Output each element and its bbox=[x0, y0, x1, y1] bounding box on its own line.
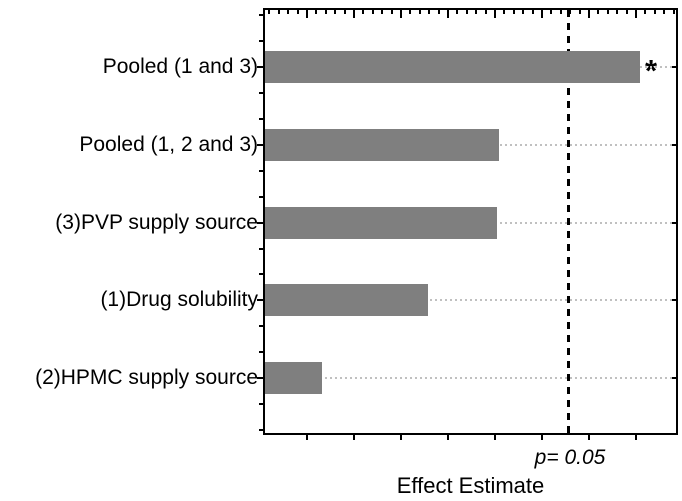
category-label: (3)PVP supply source bbox=[55, 211, 258, 234]
top-axis-minor-tick bbox=[419, 10, 421, 14]
right-axis-tick bbox=[672, 377, 676, 379]
top-axis-minor-tick bbox=[287, 10, 289, 14]
left-axis-minor-tick bbox=[259, 403, 263, 405]
left-axis-minor-tick bbox=[259, 118, 263, 120]
plot-area-border bbox=[263, 8, 678, 435]
top-axis-minor-tick bbox=[616, 10, 618, 14]
top-axis-minor-tick bbox=[560, 10, 562, 14]
left-axis-minor-tick bbox=[259, 92, 263, 94]
top-axis-minor-tick bbox=[344, 10, 346, 14]
top-axis-minor-tick bbox=[550, 10, 552, 14]
bottom-axis-tick bbox=[541, 435, 543, 440]
top-axis-minor-tick bbox=[278, 10, 280, 14]
right-axis-tick bbox=[672, 222, 676, 224]
effect-bar bbox=[265, 362, 322, 394]
top-axis-minor-tick bbox=[532, 10, 534, 14]
top-axis-major-tick bbox=[447, 10, 449, 18]
effect-bar bbox=[265, 207, 497, 239]
bottom-axis-tick bbox=[635, 435, 637, 440]
top-axis-major-tick bbox=[306, 10, 308, 18]
reference-line-label: p= 0.05 bbox=[534, 446, 606, 469]
top-axis-minor-tick bbox=[409, 10, 411, 14]
top-axis-minor-tick bbox=[644, 10, 646, 14]
top-axis-minor-tick bbox=[438, 10, 440, 14]
p-threshold-dashed-line bbox=[567, 10, 570, 433]
bottom-axis-tick bbox=[400, 435, 402, 440]
top-axis-minor-tick bbox=[456, 10, 458, 14]
category-gridline bbox=[265, 377, 676, 379]
top-axis-minor-tick bbox=[503, 10, 505, 14]
top-axis-minor-tick bbox=[268, 10, 270, 14]
category-label: (1)Drug solubility bbox=[100, 288, 258, 311]
top-axis-minor-tick bbox=[297, 10, 299, 14]
top-axis-minor-tick bbox=[325, 10, 327, 14]
top-axis-minor-tick bbox=[475, 10, 477, 14]
top-axis-minor-tick bbox=[391, 10, 393, 14]
category-label: (2)HPMC supply source bbox=[35, 366, 258, 389]
bottom-axis-tick bbox=[353, 435, 355, 440]
top-axis-minor-tick bbox=[485, 10, 487, 14]
left-axis-minor-tick bbox=[259, 248, 263, 250]
bottom-axis-tick bbox=[447, 435, 449, 440]
top-axis-minor-tick bbox=[569, 10, 571, 14]
left-axis-major-tick bbox=[257, 377, 263, 379]
left-axis-major-tick bbox=[257, 222, 263, 224]
top-axis-minor-tick bbox=[654, 10, 656, 14]
right-axis-tick bbox=[672, 299, 676, 301]
left-axis-minor-tick bbox=[259, 170, 263, 172]
left-axis-major-tick bbox=[257, 299, 263, 301]
top-axis-major-tick bbox=[400, 10, 402, 18]
top-axis-major-tick bbox=[494, 10, 496, 18]
right-axis-tick bbox=[672, 66, 676, 68]
category-label: Pooled (1, 2 and 3) bbox=[79, 133, 258, 156]
bottom-axis-tick bbox=[588, 435, 590, 440]
top-axis-minor-tick bbox=[362, 10, 364, 14]
category-label: Pooled (1 and 3) bbox=[102, 55, 258, 78]
top-axis-major-tick bbox=[635, 10, 637, 18]
right-axis-tick bbox=[672, 144, 676, 146]
top-axis-minor-tick bbox=[673, 10, 675, 14]
top-axis-major-tick bbox=[353, 10, 355, 18]
top-axis-minor-tick bbox=[597, 10, 599, 14]
left-axis-major-tick bbox=[257, 144, 263, 146]
left-axis-minor-tick bbox=[259, 429, 263, 431]
effect-bar bbox=[265, 284, 428, 316]
bottom-axis-tick bbox=[306, 435, 308, 440]
left-axis-minor-tick bbox=[259, 273, 263, 275]
x-axis-label: Effect Estimate bbox=[396, 473, 545, 498]
top-axis-minor-tick bbox=[522, 10, 524, 14]
top-axis-minor-tick bbox=[663, 10, 665, 14]
top-axis-minor-tick bbox=[428, 10, 430, 14]
left-axis-major-tick bbox=[257, 66, 263, 68]
top-axis-major-tick bbox=[588, 10, 590, 18]
top-axis-minor-tick bbox=[513, 10, 515, 14]
category-gridline bbox=[265, 299, 676, 301]
significance-asterisk: * bbox=[645, 53, 658, 88]
left-axis-minor-tick bbox=[259, 14, 263, 16]
top-axis-minor-tick bbox=[381, 10, 383, 14]
top-axis-minor-tick bbox=[579, 10, 581, 14]
left-axis-minor-tick bbox=[259, 196, 263, 198]
left-axis-minor-tick bbox=[259, 40, 263, 42]
top-axis-minor-tick bbox=[334, 10, 336, 14]
left-axis-minor-tick bbox=[259, 325, 263, 327]
bottom-axis-tick bbox=[494, 435, 496, 440]
top-axis-minor-tick bbox=[466, 10, 468, 14]
top-axis-minor-tick bbox=[626, 10, 628, 14]
effect-bar bbox=[265, 129, 499, 161]
effect-bar bbox=[265, 51, 640, 83]
left-axis-minor-tick bbox=[259, 351, 263, 353]
top-axis-minor-tick bbox=[607, 10, 609, 14]
top-axis-major-tick bbox=[541, 10, 543, 18]
top-axis-minor-tick bbox=[315, 10, 317, 14]
top-axis-minor-tick bbox=[372, 10, 374, 14]
